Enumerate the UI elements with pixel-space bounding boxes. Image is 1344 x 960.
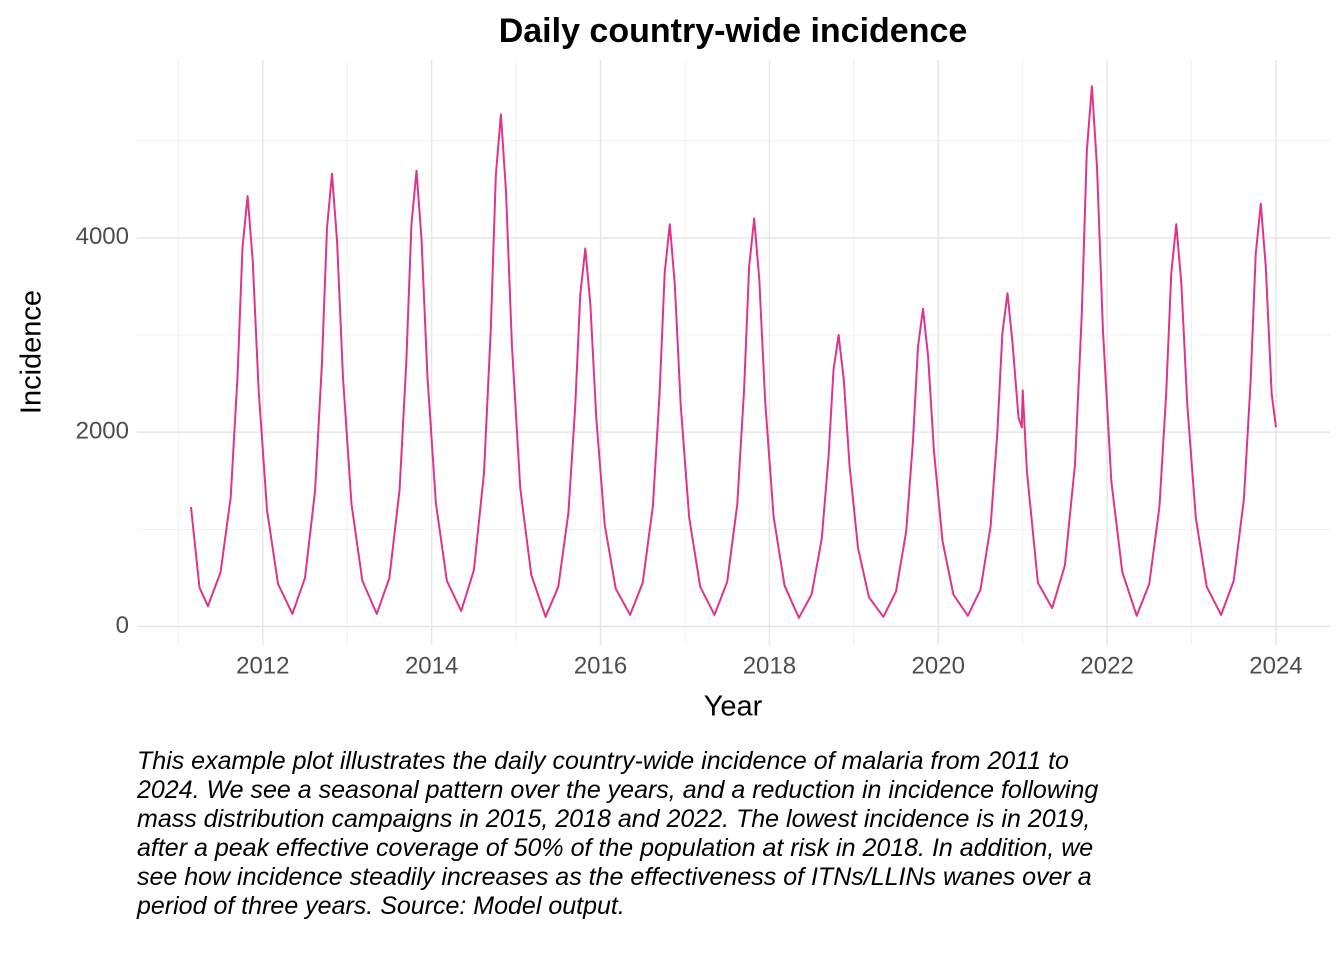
chart: Daily country-wide incidence Year Incide… bbox=[16, 12, 1330, 723]
x-tick-label: 2018 bbox=[743, 652, 796, 679]
y-tick-label: 4000 bbox=[76, 223, 129, 250]
chart-title: Daily country-wide incidence bbox=[499, 12, 968, 50]
x-tick-label: 2020 bbox=[912, 652, 965, 679]
caption: This example plot illustrates the daily … bbox=[137, 747, 1099, 920]
x-axis-label: Year bbox=[704, 691, 763, 723]
x-tick-label: 2022 bbox=[1080, 652, 1133, 679]
x-tick-label: 2012 bbox=[236, 652, 289, 679]
x-tick-label: 2024 bbox=[1249, 652, 1302, 679]
line bbox=[190, 85, 1277, 619]
y-tick-label: 0 bbox=[116, 612, 129, 639]
x-tick-label: 2016 bbox=[574, 652, 627, 679]
y-tick-label: 2000 bbox=[76, 418, 129, 445]
x-tick-label: 2014 bbox=[405, 652, 458, 679]
y-axis-label: Incidence bbox=[16, 290, 48, 414]
